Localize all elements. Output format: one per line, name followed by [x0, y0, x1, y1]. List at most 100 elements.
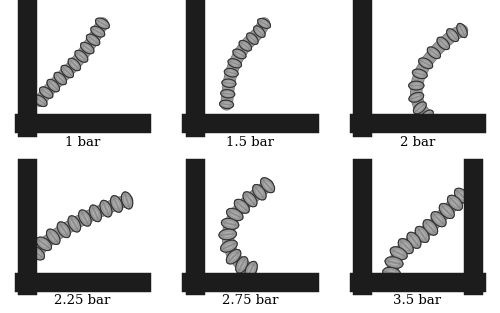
Ellipse shape [252, 184, 266, 200]
Ellipse shape [418, 58, 432, 69]
Ellipse shape [57, 75, 64, 82]
Ellipse shape [457, 23, 467, 38]
Ellipse shape [59, 223, 69, 237]
Ellipse shape [220, 233, 236, 236]
Ellipse shape [38, 239, 51, 249]
Ellipse shape [260, 21, 268, 26]
Ellipse shape [458, 192, 466, 200]
Ellipse shape [81, 211, 89, 225]
Ellipse shape [220, 90, 234, 98]
Ellipse shape [442, 207, 451, 215]
Ellipse shape [234, 199, 250, 214]
Ellipse shape [441, 205, 452, 217]
Ellipse shape [256, 188, 263, 197]
Text: 2.75 bar: 2.75 bar [222, 294, 278, 307]
Ellipse shape [416, 105, 424, 111]
Ellipse shape [408, 81, 424, 90]
Ellipse shape [412, 69, 428, 79]
Ellipse shape [418, 230, 426, 239]
Ellipse shape [434, 215, 442, 223]
Ellipse shape [90, 37, 96, 43]
Ellipse shape [226, 208, 243, 221]
Ellipse shape [427, 46, 441, 59]
Ellipse shape [414, 102, 426, 114]
Ellipse shape [86, 34, 100, 46]
Ellipse shape [390, 247, 407, 259]
Ellipse shape [222, 222, 238, 226]
Ellipse shape [223, 232, 232, 237]
Text: 1 bar: 1 bar [65, 136, 100, 149]
Ellipse shape [415, 226, 429, 243]
Ellipse shape [50, 233, 57, 241]
Ellipse shape [220, 100, 234, 109]
Ellipse shape [82, 213, 88, 223]
Ellipse shape [80, 42, 94, 54]
Ellipse shape [440, 40, 446, 47]
Ellipse shape [234, 199, 250, 213]
Ellipse shape [114, 199, 119, 208]
Ellipse shape [242, 191, 258, 207]
Ellipse shape [262, 179, 273, 191]
Ellipse shape [230, 211, 239, 218]
Ellipse shape [90, 205, 102, 222]
Ellipse shape [448, 30, 458, 40]
Ellipse shape [431, 212, 446, 227]
Ellipse shape [410, 85, 424, 86]
Ellipse shape [50, 82, 56, 89]
Ellipse shape [244, 261, 258, 278]
Ellipse shape [234, 51, 245, 57]
Ellipse shape [420, 60, 432, 67]
Ellipse shape [389, 260, 399, 265]
Ellipse shape [456, 190, 468, 202]
Ellipse shape [428, 49, 440, 57]
Ellipse shape [448, 195, 462, 210]
Ellipse shape [402, 242, 410, 250]
Ellipse shape [232, 49, 246, 59]
Ellipse shape [220, 89, 236, 98]
Ellipse shape [412, 83, 420, 88]
Ellipse shape [428, 47, 440, 59]
Ellipse shape [423, 220, 438, 235]
Ellipse shape [78, 53, 85, 59]
Ellipse shape [384, 256, 404, 269]
Ellipse shape [42, 90, 50, 96]
Ellipse shape [62, 67, 72, 76]
Ellipse shape [454, 188, 470, 204]
Text: 2 bar: 2 bar [400, 136, 435, 149]
Ellipse shape [446, 28, 459, 42]
Ellipse shape [78, 210, 91, 226]
Ellipse shape [28, 246, 45, 260]
Ellipse shape [437, 37, 450, 49]
Ellipse shape [46, 228, 60, 245]
Ellipse shape [228, 61, 241, 66]
Ellipse shape [439, 203, 454, 218]
Ellipse shape [74, 50, 88, 63]
Ellipse shape [226, 221, 235, 227]
Ellipse shape [438, 38, 448, 49]
Ellipse shape [409, 92, 424, 102]
Ellipse shape [47, 80, 60, 92]
Ellipse shape [255, 27, 264, 36]
Ellipse shape [56, 74, 65, 84]
Ellipse shape [412, 95, 420, 100]
Ellipse shape [246, 33, 258, 45]
Ellipse shape [246, 195, 254, 203]
Ellipse shape [96, 18, 110, 29]
Ellipse shape [225, 81, 233, 85]
Ellipse shape [253, 25, 266, 38]
Ellipse shape [102, 201, 110, 216]
Ellipse shape [90, 26, 106, 38]
Ellipse shape [40, 87, 53, 98]
Ellipse shape [57, 222, 70, 238]
Ellipse shape [222, 93, 234, 95]
Ellipse shape [424, 113, 430, 119]
Ellipse shape [409, 233, 419, 247]
Ellipse shape [70, 59, 80, 69]
Ellipse shape [382, 267, 401, 279]
Ellipse shape [36, 237, 52, 251]
Ellipse shape [226, 249, 242, 264]
Ellipse shape [224, 69, 238, 77]
Ellipse shape [248, 34, 257, 43]
Ellipse shape [238, 260, 245, 269]
Ellipse shape [408, 81, 424, 90]
